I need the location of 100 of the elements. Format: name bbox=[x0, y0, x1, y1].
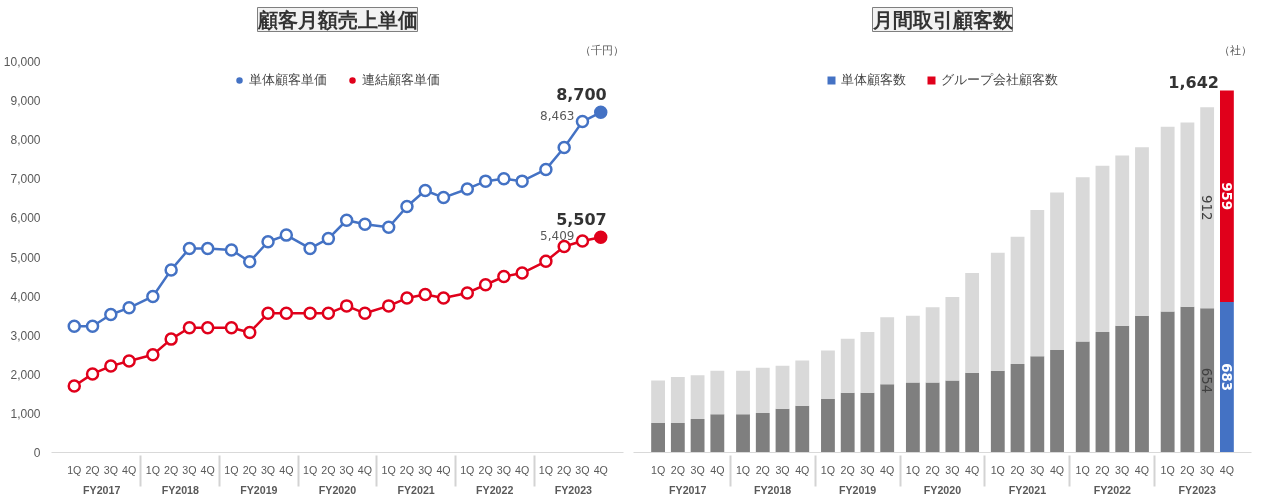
y-tick-label: 3,000 bbox=[10, 328, 41, 343]
x-tick-label: 3Q bbox=[575, 463, 590, 476]
x-tick-label: 4Q bbox=[795, 463, 810, 476]
x-tick-label: 1Q bbox=[381, 463, 396, 476]
y-tick-label: 9,000 bbox=[10, 94, 41, 109]
text: FY2023 bbox=[1178, 483, 1217, 496]
point bbox=[593, 105, 608, 120]
legend-label: 単体顧客数 bbox=[841, 71, 906, 89]
text: FY2018 bbox=[753, 483, 792, 496]
point bbox=[67, 379, 82, 393]
data-label: 5,409 bbox=[540, 228, 575, 243]
x-tick-label: 3Q bbox=[260, 463, 276, 476]
bar bbox=[1200, 107, 1215, 309]
point bbox=[104, 359, 118, 373]
x-tick-label: 3Q bbox=[182, 463, 197, 476]
bar bbox=[1200, 308, 1215, 453]
bar bbox=[1030, 356, 1045, 453]
x-tick-label: 4Q bbox=[593, 463, 608, 476]
point bbox=[261, 306, 275, 321]
bar bbox=[1030, 209, 1045, 357]
data-label: 959 bbox=[1218, 182, 1234, 211]
bar bbox=[1180, 122, 1195, 307]
bar bbox=[840, 392, 855, 453]
x-tick-label: 4Q bbox=[965, 463, 980, 476]
x-tick-label: 1Q bbox=[735, 463, 751, 476]
x-tick-label: 2Q bbox=[399, 463, 415, 476]
x-tick-label: 1Q bbox=[224, 463, 239, 476]
bar bbox=[821, 350, 835, 399]
x-tick-label: 3Q bbox=[1200, 463, 1215, 476]
x-tick-label: 2Q bbox=[925, 463, 940, 476]
text: FY2018 bbox=[161, 483, 200, 496]
point bbox=[557, 140, 571, 155]
bar bbox=[905, 315, 920, 383]
y-tick-label: 6,000 bbox=[10, 211, 41, 226]
point bbox=[575, 114, 590, 129]
x-tick-label: 4Q bbox=[121, 463, 137, 476]
x-tick-label: 3Q bbox=[496, 463, 511, 476]
x-tick-label: 4Q bbox=[200, 463, 215, 476]
x-tick-label: 2Q bbox=[85, 463, 100, 476]
point bbox=[224, 243, 239, 257]
bar bbox=[821, 398, 835, 453]
x-tick-label: 1Q bbox=[820, 463, 836, 476]
x-tick-label: 1Q bbox=[905, 463, 920, 476]
x-tick-label: 2Q bbox=[1180, 463, 1195, 476]
bar bbox=[1050, 349, 1064, 453]
point bbox=[515, 266, 529, 280]
bar bbox=[1050, 192, 1064, 350]
y-tick-label: 1,000 bbox=[10, 406, 41, 421]
x-tick-label: 4Q bbox=[1049, 463, 1065, 476]
point bbox=[182, 241, 197, 256]
data-label: 8,463 bbox=[540, 109, 575, 124]
data-label: 683 bbox=[1218, 363, 1234, 392]
x-tick-label: 4Q bbox=[279, 463, 294, 476]
point bbox=[243, 325, 257, 340]
point bbox=[339, 213, 354, 227]
bar bbox=[1180, 306, 1195, 453]
bar bbox=[905, 382, 920, 453]
point bbox=[224, 321, 239, 335]
point bbox=[67, 319, 82, 333]
bar bbox=[945, 380, 960, 453]
x-tick-label: 4Q bbox=[436, 463, 451, 476]
x-tick-label: 4Q bbox=[1134, 463, 1150, 476]
x-tick-label: 1Q bbox=[538, 463, 554, 476]
bar bbox=[690, 418, 705, 453]
bar bbox=[860, 331, 875, 393]
bar bbox=[1095, 165, 1110, 332]
x-tick-label: 1Q bbox=[650, 463, 666, 476]
bar bbox=[1135, 315, 1149, 453]
point bbox=[321, 306, 336, 321]
point bbox=[85, 319, 100, 333]
bar bbox=[1010, 236, 1025, 365]
point bbox=[436, 190, 451, 205]
bar bbox=[651, 380, 665, 423]
point bbox=[400, 199, 414, 214]
bar bbox=[755, 413, 770, 453]
bar bbox=[670, 377, 685, 423]
point bbox=[104, 307, 118, 322]
x-tick-label: 4Q bbox=[710, 463, 725, 476]
point bbox=[146, 289, 160, 304]
point bbox=[303, 306, 317, 321]
point bbox=[85, 367, 100, 381]
point bbox=[182, 321, 197, 335]
x-tick-label: 2Q bbox=[1010, 463, 1025, 476]
point bbox=[593, 230, 608, 244]
bar bbox=[925, 382, 940, 453]
bar bbox=[755, 367, 770, 414]
bar bbox=[965, 273, 980, 373]
point bbox=[146, 348, 160, 362]
point bbox=[358, 217, 372, 231]
text: FY2023 bbox=[554, 483, 593, 496]
bar bbox=[860, 392, 875, 453]
text: FY2021 bbox=[397, 483, 435, 496]
text: FY2020 bbox=[923, 483, 962, 496]
point bbox=[164, 332, 178, 346]
x-tick-label: 3Q bbox=[775, 463, 790, 476]
bar bbox=[690, 375, 705, 419]
point bbox=[478, 174, 493, 188]
text: （社） bbox=[1218, 43, 1252, 57]
y-tick-label: 7,000 bbox=[10, 172, 41, 187]
text: FY2019 bbox=[240, 483, 278, 496]
